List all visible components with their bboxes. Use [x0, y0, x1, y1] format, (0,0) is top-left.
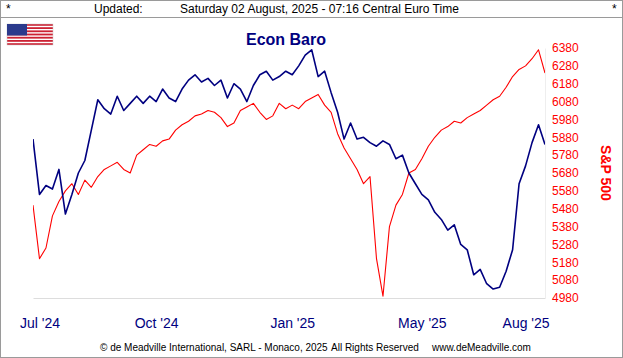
- y-tick: 5980: [545, 113, 579, 127]
- header-rule: [0, 17, 623, 18]
- header-mark: *: [612, 2, 617, 16]
- y-tick-label: 5780: [552, 148, 579, 162]
- x-tick-label: Jan '25: [270, 315, 315, 331]
- x-tick: Jan '25: [270, 298, 315, 331]
- chart-canvas: * Updated: Saturday 02 August, 2025 - 07:1…: [0, 0, 623, 358]
- x-tick-label: May '25: [398, 315, 447, 331]
- x-tick-label: Oct '24: [135, 315, 179, 331]
- plot-area: [33, 50, 545, 296]
- y-tick: 6180: [545, 77, 579, 91]
- flag-stripe: [7, 43, 53, 45]
- y-axis-title: S&P 500: [598, 145, 614, 201]
- y-axis: 4980 5080 5180 5280 5380 5480 5580 5680 5780 5880…: [545, 41, 579, 305]
- series-line: [33, 50, 545, 296]
- flag: [7, 24, 53, 45]
- frame: [1, 1, 623, 358]
- y-tick-label: 5080: [552, 273, 579, 287]
- y-tick: 4980: [545, 291, 579, 305]
- y-tick: 5080: [545, 273, 579, 287]
- y-tick-label: 5580: [552, 184, 579, 198]
- y-tick-label: 5980: [552, 113, 579, 127]
- x-tick: May '25: [398, 298, 447, 331]
- x-tick-label: Aug '25: [503, 315, 550, 331]
- y-tick: 5380: [545, 220, 579, 234]
- y-tick-label: 6280: [552, 59, 579, 73]
- y-tick: 5280: [545, 238, 579, 252]
- y-axis-line: [545, 49, 546, 299]
- y-tick: 6280: [545, 59, 579, 73]
- y-tick: 5480: [545, 202, 579, 216]
- x-tick: Jul '24: [20, 298, 60, 331]
- y-tick: 6380: [545, 41, 579, 55]
- x-tick: Aug '25: [503, 298, 550, 331]
- title: Econ Baro: [246, 31, 326, 48]
- x-axis-line: [34, 298, 546, 299]
- y-tick: 6080: [545, 95, 579, 109]
- footer-website: www.deMeadville.com: [431, 342, 531, 353]
- y-tick: 5180: [545, 256, 579, 270]
- y-tick-label: 5880: [552, 131, 579, 145]
- y-tick-label: 6080: [552, 95, 579, 109]
- footer: © de Meadville International, SARL - Mon…: [100, 342, 531, 353]
- header-label: Updated:: [94, 2, 143, 16]
- flag-stripe: [7, 40, 53, 42]
- flag-canton: [7, 24, 27, 36]
- header-mark: *: [6, 2, 11, 16]
- x-tick-label: Jul '24: [20, 315, 60, 331]
- y-tick-label: 4980: [552, 291, 579, 305]
- y-tick-label: 5380: [552, 220, 579, 234]
- x-axis: Jul '24 Oct '24 Jan '25 May '25 Aug '25: [20, 298, 550, 331]
- y-tick-label: 5680: [552, 166, 579, 180]
- y-tick: 5880: [545, 131, 579, 145]
- y-tick: 5680: [545, 166, 579, 180]
- y-tick-label: 6380: [552, 41, 579, 55]
- y-tick-label: 5180: [552, 256, 579, 270]
- y-tick-label: 5480: [552, 202, 579, 216]
- footer-copyright: © de Meadville International, SARL - Mon…: [100, 342, 328, 353]
- footer-rights: All Rights Reserved: [331, 342, 419, 353]
- x-tick: Oct '24: [135, 298, 179, 331]
- flag-stripe: [7, 37, 53, 39]
- flag-border: [7, 24, 53, 45]
- series-line: [33, 50, 545, 289]
- y-tick-label: 6180: [552, 77, 579, 91]
- y-tick-label: 5280: [552, 238, 579, 252]
- y-tick: 5580: [545, 184, 579, 198]
- header-timestamp: Saturday 02 August, 2025 - 07:16 Central…: [180, 2, 459, 16]
- y-tick: 5780: [545, 148, 579, 162]
- header: * Updated: Saturday 02 August, 2025 - 07:1…: [6, 2, 617, 16]
